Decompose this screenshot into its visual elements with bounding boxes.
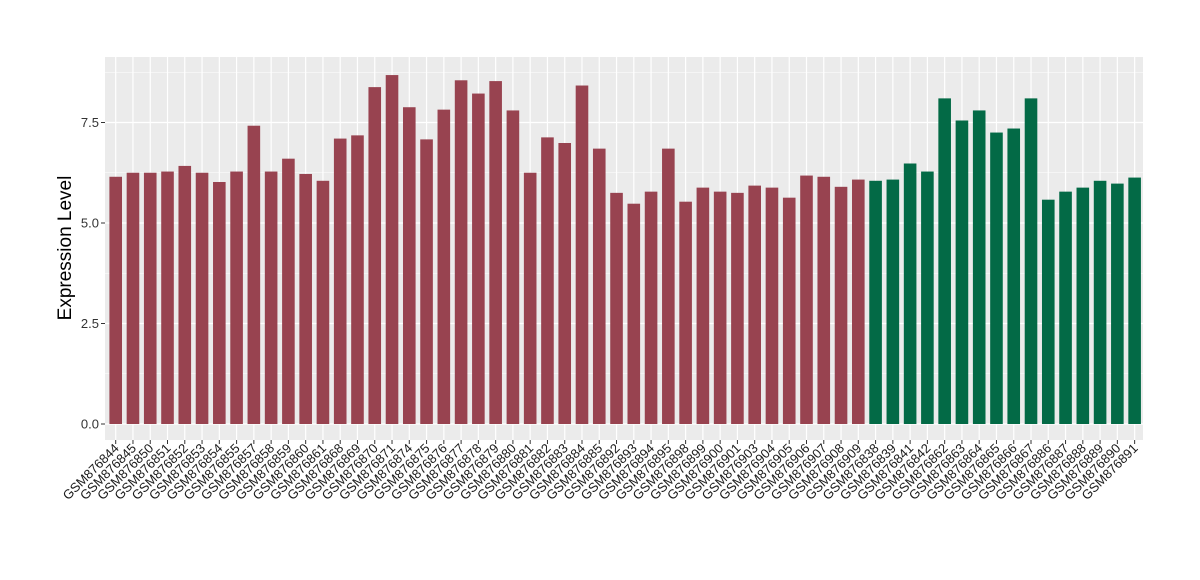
bar-GSM876868 xyxy=(333,138,347,424)
bar-GSM876888 xyxy=(1076,187,1090,424)
bar-GSM876891 xyxy=(1128,177,1141,424)
bar-GSM876890 xyxy=(1111,183,1124,424)
bar-GSM876892 xyxy=(610,192,623,424)
bar-GSM876886 xyxy=(1041,199,1055,424)
bar-GSM876869 xyxy=(351,135,364,424)
bar-GSM876906 xyxy=(800,175,813,424)
bar-GSM876852 xyxy=(178,165,192,424)
bar-GSM876839 xyxy=(886,179,900,424)
bar-GSM876901 xyxy=(731,192,744,424)
y-axis: 0.0 2.5 5.0 7.5 xyxy=(81,115,105,432)
bar-GSM876895 xyxy=(662,148,675,424)
bar-GSM876855 xyxy=(230,171,243,424)
bar-GSM876885 xyxy=(592,148,606,424)
plot-panel xyxy=(105,57,1143,440)
bar-GSM876871 xyxy=(385,75,399,425)
y-axis-title: Expression Level xyxy=(55,176,76,321)
bar-GSM876882 xyxy=(541,137,554,424)
bar-GSM876876 xyxy=(437,109,451,425)
bar-GSM876853 xyxy=(195,172,209,424)
bar-GSM876851 xyxy=(161,171,174,424)
bar-GSM876850 xyxy=(143,172,157,424)
bar-GSM876838 xyxy=(869,180,882,424)
bar-GSM876878 xyxy=(472,93,485,424)
bar-GSM876857 xyxy=(247,125,261,424)
bar-GSM876907 xyxy=(817,176,831,424)
bar-GSM876900 xyxy=(713,191,727,424)
bar-GSM876904 xyxy=(765,187,779,424)
y-tick-label: 5.0 xyxy=(81,216,99,231)
bar-GSM876862 xyxy=(938,98,951,424)
bar-GSM876858 xyxy=(264,171,278,424)
bar-GSM876866 xyxy=(1007,128,1021,424)
bar-GSM876909 xyxy=(852,179,865,424)
bar-GSM876870 xyxy=(368,87,382,425)
bar-GSM876884 xyxy=(575,85,589,425)
bar-GSM876881 xyxy=(523,172,537,424)
bar-GSM876875 xyxy=(420,139,433,424)
bar-GSM876903 xyxy=(748,185,761,424)
bar-GSM876842 xyxy=(921,171,934,424)
bar-GSM876879 xyxy=(489,81,502,425)
bar-GSM876863 xyxy=(955,120,969,425)
bar-GSM876861 xyxy=(316,180,330,424)
bar-GSM876841 xyxy=(903,163,917,424)
bar-GSM876874 xyxy=(402,107,416,424)
bar-GSM876908 xyxy=(834,186,848,424)
bar-GSM876889 xyxy=(1093,180,1107,424)
bar-GSM876864 xyxy=(972,110,986,424)
bar-GSM876898 xyxy=(679,201,692,424)
y-tick-label: 0.0 xyxy=(81,417,99,432)
bar-GSM876894 xyxy=(644,191,658,424)
bar-GSM876899 xyxy=(696,187,710,424)
bar-GSM876844 xyxy=(109,176,122,424)
bar-GSM876845 xyxy=(126,172,140,424)
bar-GSM876883 xyxy=(558,143,572,424)
bar-GSM876893 xyxy=(627,203,641,424)
bars xyxy=(109,75,1141,425)
bar-GSM876860 xyxy=(299,173,312,424)
bar-GSM876865 xyxy=(990,132,1003,425)
bar-GSM876880 xyxy=(506,110,520,424)
bar-GSM876859 xyxy=(282,158,295,424)
bar-GSM876877 xyxy=(454,80,468,424)
bar-GSM876887 xyxy=(1059,191,1072,424)
x-axis: GSM876844GSM876845GSM876850GSM876851GSM8… xyxy=(60,440,1141,503)
y-tick-label: 2.5 xyxy=(81,316,99,331)
bar-GSM876905 xyxy=(782,197,796,424)
bar-GSM876867 xyxy=(1024,98,1038,424)
bar-GSM876854 xyxy=(213,181,226,424)
y-tick-label: 7.5 xyxy=(81,115,99,130)
